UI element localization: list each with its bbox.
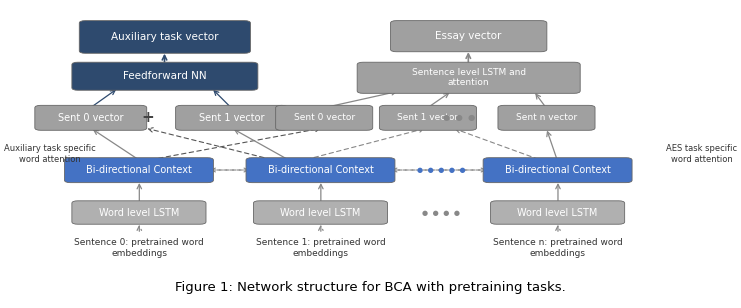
Text: Bi-directional Context: Bi-directional Context — [86, 165, 192, 175]
Text: ●  ●  ●  ●: ● ● ● ● — [422, 209, 460, 216]
Text: Word level LSTM: Word level LSTM — [99, 208, 179, 217]
FancyBboxPatch shape — [79, 21, 250, 53]
FancyBboxPatch shape — [72, 62, 258, 90]
FancyBboxPatch shape — [253, 201, 388, 224]
FancyBboxPatch shape — [379, 105, 476, 130]
Text: Sent 0 vector: Sent 0 vector — [58, 113, 124, 123]
FancyBboxPatch shape — [72, 201, 206, 224]
Text: Sent 0 vector: Sent 0 vector — [293, 113, 355, 122]
FancyBboxPatch shape — [246, 158, 395, 183]
Text: Auxiliary task specific
word attention: Auxiliary task specific word attention — [4, 144, 96, 164]
FancyBboxPatch shape — [176, 105, 288, 130]
FancyBboxPatch shape — [498, 105, 595, 130]
Text: ●  ●  ●  ●  ●: ● ● ● ● ● — [416, 167, 465, 173]
Text: Figure 1: Network structure for BCA with pretraining tasks.: Figure 1: Network structure for BCA with… — [175, 282, 566, 294]
FancyBboxPatch shape — [35, 105, 147, 130]
Text: Sentence level LSTM and
attention: Sentence level LSTM and attention — [411, 68, 526, 87]
Text: Essay vector: Essay vector — [436, 31, 502, 41]
Text: Sentence n: pretrained word
embeddings: Sentence n: pretrained word embeddings — [493, 238, 623, 257]
Text: AES task specific
word attention: AES task specific word attention — [666, 144, 737, 164]
Text: Word level LSTM: Word level LSTM — [517, 208, 598, 217]
FancyBboxPatch shape — [276, 105, 373, 130]
Text: Sent n vector: Sent n vector — [516, 113, 577, 122]
Text: Feedforward NN: Feedforward NN — [123, 71, 207, 81]
FancyBboxPatch shape — [391, 21, 547, 52]
Text: Auxiliary task vector: Auxiliary task vector — [111, 32, 219, 42]
Text: Bi-directional Context: Bi-directional Context — [268, 165, 373, 175]
Text: ●  ●  ●: ● ● ● — [443, 113, 476, 122]
Text: Word level LSTM: Word level LSTM — [280, 208, 361, 217]
Text: Bi-directional Context: Bi-directional Context — [505, 165, 611, 175]
Text: Sent 1 vector: Sent 1 vector — [199, 113, 265, 123]
FancyBboxPatch shape — [357, 62, 580, 93]
FancyBboxPatch shape — [483, 158, 632, 183]
Text: Sentence 0: pretrained word
embeddings: Sentence 0: pretrained word embeddings — [74, 238, 205, 257]
FancyBboxPatch shape — [491, 201, 625, 224]
Text: Sent 1 vector: Sent 1 vector — [397, 113, 459, 122]
Text: +: + — [142, 110, 155, 125]
FancyBboxPatch shape — [64, 158, 213, 183]
Text: Sentence 1: pretrained word
embeddings: Sentence 1: pretrained word embeddings — [256, 238, 386, 257]
